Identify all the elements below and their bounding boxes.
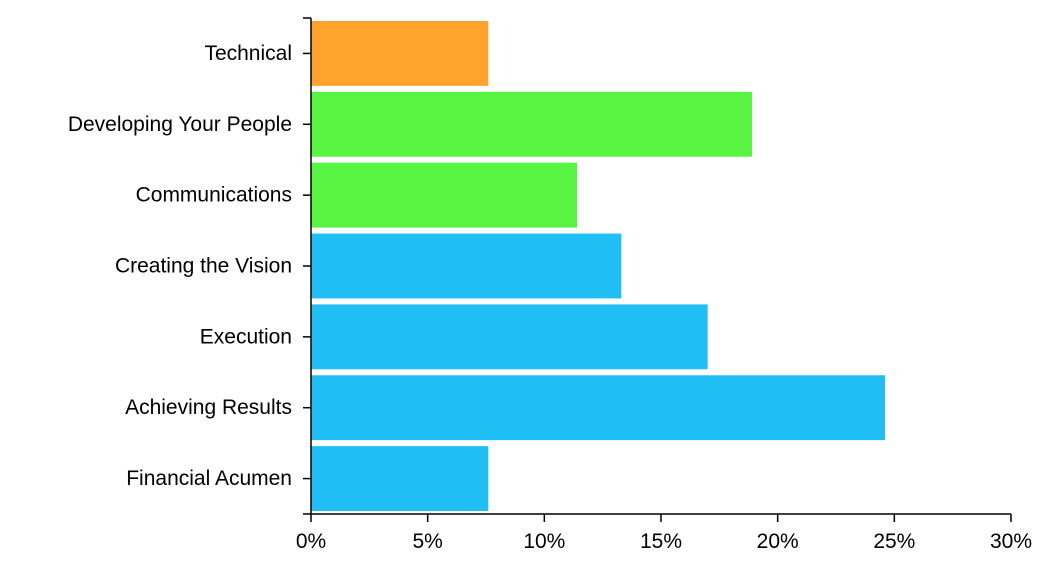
y-tick-label-execution: Execution <box>200 325 292 348</box>
bar-communications <box>311 162 577 228</box>
x-tick-label-25: 25% <box>873 530 915 553</box>
bar-financial-acumen <box>311 446 489 511</box>
y-tick-label-creating-the-vision: Creating the Vision <box>115 255 292 278</box>
y-axis: Technical Developing Your People Communica… <box>68 17 312 514</box>
bar-achieving-results <box>311 375 885 441</box>
x-tick-label-10: 10% <box>523 530 565 553</box>
bar-technical <box>311 21 489 86</box>
y-tick-label-achieving-results: Achieving Results <box>125 396 292 419</box>
bar-creating-the-vision <box>311 233 622 299</box>
y-tick-label-communications: Communications <box>136 184 292 207</box>
bar-execution <box>311 304 708 370</box>
y-tick-label-financial-acumen: Financial Acumen <box>126 467 292 490</box>
bars-group <box>311 21 885 511</box>
x-tick-label-5: 5% <box>412 530 442 553</box>
x-tick-label-20: 20% <box>757 530 799 553</box>
x-tick-label-15: 15% <box>640 530 682 553</box>
x-axis: 0% 5% 10% 15% 20% 25% 30% <box>296 513 1032 553</box>
y-tick-label-technical: Technical <box>204 42 292 65</box>
x-tick-label-0: 0% <box>296 530 326 553</box>
x-tick-label-30: 30% <box>990 530 1032 553</box>
bar-developing-your-people <box>311 91 752 157</box>
y-tick-label-developing-your-people: Developing Your People <box>68 113 292 136</box>
